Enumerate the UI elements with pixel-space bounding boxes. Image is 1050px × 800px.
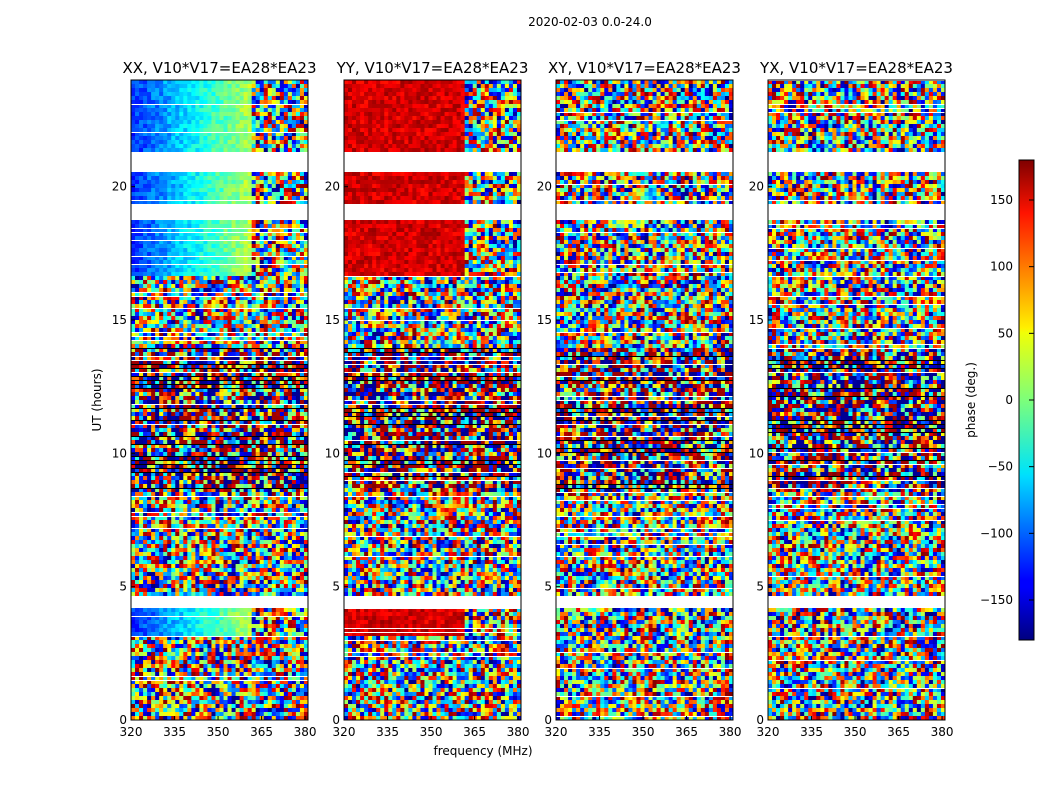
y-tick-label: 5 (756, 580, 764, 594)
y-tick-label: 0 (119, 713, 127, 727)
y-tick-label: 10 (749, 446, 764, 460)
y-tick-label: 15 (112, 313, 127, 327)
panels: XX, V10*V17=EA28*EA23 320 335 350 365 380 0 5 10… (112, 59, 954, 739)
panel-frame (767, 79, 946, 721)
x-axis-label: frequency (MHz) (433, 744, 532, 758)
x-tick-label: 320 (757, 725, 780, 739)
colorbar-tick-label: −100 (980, 526, 1013, 540)
x-tick-label: 380 (719, 725, 742, 739)
y-tick-label: 15 (537, 313, 552, 327)
phase-image (768, 80, 945, 720)
panel-0: XX, V10*V17=EA28*EA23 320 335 350 365 380 0 5 10… (112, 59, 317, 739)
y-tick-label: 10 (537, 446, 552, 460)
x-tick-label: 320 (120, 725, 143, 739)
y-tick-label: 5 (544, 580, 552, 594)
panel-frame (343, 79, 522, 721)
y-tick-label: 20 (537, 180, 552, 194)
colorbar-tick-label: −150 (980, 593, 1013, 607)
colorbar-tick-label: −50 (988, 460, 1013, 474)
x-tick-label: 380 (931, 725, 954, 739)
panel-2: XY, V10*V17=EA28*EA23 320 335 350 365 380 0 5 10… (537, 59, 742, 739)
suptitle: 2020-02-03 0.0-24.0 (528, 15, 652, 29)
x-tick-label: 335 (588, 725, 611, 739)
panel-title: YX, V10*V17=EA28*EA23 (759, 59, 953, 77)
x-tick-label: 320 (545, 725, 568, 739)
x-tick-label: 365 (675, 725, 698, 739)
y-tick-label: 20 (749, 180, 764, 194)
colorbar-tick-label: 150 (990, 193, 1013, 207)
phase-image (344, 80, 521, 720)
panel-title: XX, V10*V17=EA28*EA23 (122, 59, 316, 77)
panel-title: XY, V10*V17=EA28*EA23 (548, 59, 741, 77)
colorbar: 150 100 50 0 −50 −100 −150 phase (deg.) (964, 159, 1035, 641)
colorbar-tick-label: 100 (990, 260, 1013, 274)
y-tick-label: 10 (112, 446, 127, 460)
x-tick-label: 365 (250, 725, 273, 739)
panel-frame (555, 79, 734, 721)
x-tick-label: 350 (844, 725, 867, 739)
x-tick-label: 380 (294, 725, 317, 739)
y-tick-label: 20 (325, 180, 340, 194)
colorbar-tick-label: 0 (1005, 393, 1013, 407)
phase-image (131, 80, 308, 720)
x-tick-label: 350 (420, 725, 443, 739)
colorbar-ticks: 150 100 50 0 −50 −100 −150 (980, 193, 1034, 607)
x-tick-label: 320 (333, 725, 356, 739)
y-tick-label: 15 (325, 313, 340, 327)
x-tick-label: 350 (207, 725, 230, 739)
y-tick-label: 10 (325, 446, 340, 460)
panel-3: YX, V10*V17=EA28*EA23 320 335 350 365 380 0 5 10… (749, 59, 954, 739)
x-tick-label: 365 (463, 725, 486, 739)
phase-image (556, 80, 733, 720)
x-tick-label: 350 (632, 725, 655, 739)
colorbar-label: phase (deg.) (964, 362, 978, 438)
x-tick-label: 335 (800, 725, 823, 739)
x-tick-label: 365 (887, 725, 910, 739)
y-tick-label: 0 (332, 713, 340, 727)
panel-1: YY, V10*V17=EA28*EA23 320 335 350 365 380 0 5 10… (325, 59, 530, 739)
x-tick-label: 380 (507, 725, 530, 739)
x-tick-label: 335 (376, 725, 399, 739)
y-tick-label: 15 (749, 313, 764, 327)
y-tick-label: 5 (119, 580, 127, 594)
panel-title: YY, V10*V17=EA28*EA23 (336, 59, 529, 77)
colorbar-tick-label: 50 (998, 326, 1013, 340)
y-tick-label: 20 (112, 180, 127, 194)
panel-frame (130, 79, 309, 721)
y-tick-label: 0 (756, 713, 764, 727)
y-tick-label: 0 (544, 713, 552, 727)
x-tick-label: 335 (163, 725, 186, 739)
y-axis-label: UT (hours) (90, 368, 104, 431)
y-tick-label: 5 (332, 580, 340, 594)
